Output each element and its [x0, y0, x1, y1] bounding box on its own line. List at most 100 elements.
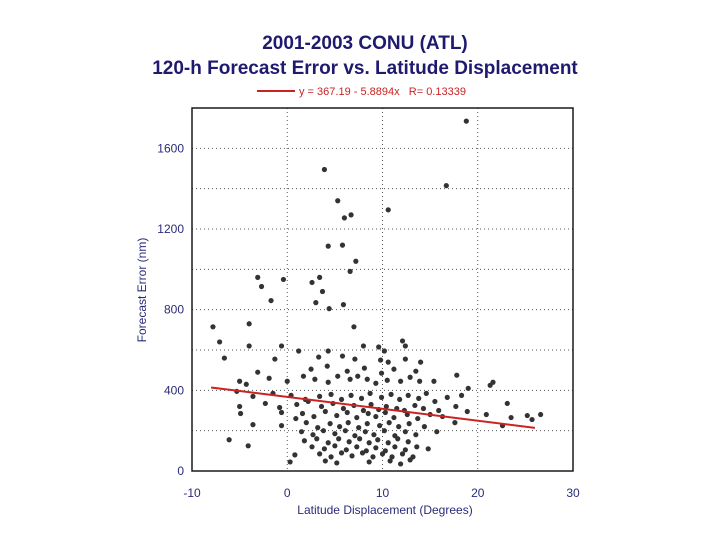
scatter-point — [373, 380, 379, 386]
scatter-point — [246, 343, 252, 349]
scatter-point — [379, 451, 386, 457]
scatter-point — [343, 447, 349, 453]
scatter-point — [338, 396, 345, 403]
scatter-point — [352, 433, 358, 439]
scatter-point — [226, 437, 232, 443]
legend: y = 367.19 - 5.8894x R= 0.13339 — [257, 86, 466, 98]
scatter-point — [237, 410, 244, 417]
scatter-point — [325, 379, 331, 385]
scatter-point — [361, 365, 368, 371]
scatter-point — [362, 429, 368, 435]
scatter-point — [396, 424, 402, 430]
scatter-point — [309, 279, 315, 286]
scatter-point — [324, 363, 330, 369]
scatter-point — [332, 443, 338, 449]
scatter-point — [364, 421, 370, 427]
scatter-point — [346, 439, 352, 445]
scatter-point — [299, 410, 306, 417]
scatter-point — [431, 378, 437, 384]
scatter-point — [432, 398, 438, 405]
scatter-point — [383, 403, 389, 410]
chart-subtitle: 120-h Forecast Error vs. Latitude Displa… — [152, 58, 578, 79]
scatter-point — [397, 461, 404, 467]
scatter-point — [443, 183, 449, 189]
scatter-point — [413, 368, 419, 374]
scatter-point — [384, 377, 390, 383]
y-tick-label: 0 — [177, 464, 184, 478]
scatter-point — [465, 385, 471, 391]
scatter-point — [399, 338, 406, 344]
scatter-point — [314, 436, 320, 442]
scatter-point — [367, 390, 373, 396]
scatter-point — [246, 321, 252, 327]
scatter-point — [413, 432, 419, 438]
scatter-point — [508, 414, 514, 421]
scatter-point — [370, 454, 376, 460]
scatter-point — [266, 375, 272, 381]
scatter-point — [415, 415, 421, 422]
scatter-point — [328, 454, 334, 460]
scatter-point — [312, 376, 318, 382]
scatter-point — [453, 403, 459, 410]
scatter-point — [237, 378, 243, 384]
scatter-point — [210, 324, 216, 330]
scatter-point — [322, 458, 328, 464]
scatter-point — [405, 439, 411, 445]
scatter-point — [325, 348, 331, 354]
scatter-point — [342, 428, 348, 434]
scatter-point — [365, 410, 371, 417]
scatter-point — [395, 436, 401, 442]
scatter-point — [353, 258, 359, 264]
scatter-point — [287, 459, 293, 465]
scatter-point — [334, 412, 340, 419]
scatter-point — [392, 444, 398, 450]
scatter-point — [348, 212, 354, 218]
scatter-point — [418, 359, 424, 365]
scatter-point — [319, 288, 326, 295]
scatter-point — [381, 348, 388, 354]
scatter-point — [404, 411, 410, 418]
scatter-point — [385, 359, 391, 365]
scatter-point — [386, 420, 392, 426]
scatter-point — [310, 432, 316, 438]
scatter-point — [373, 413, 379, 420]
y-tick-label: 1600 — [157, 141, 184, 155]
scatter-point — [423, 390, 429, 396]
scatter-point — [359, 450, 366, 456]
scatter-point — [326, 306, 332, 312]
scatter-point — [316, 354, 322, 360]
scatter-point — [351, 324, 357, 330]
scatter-point — [356, 425, 362, 431]
scatter-point — [357, 436, 363, 442]
scatter-point — [315, 425, 321, 431]
scatter-point — [322, 408, 328, 415]
scatter-point — [425, 446, 431, 452]
scatter-point — [402, 343, 408, 349]
scatter-point — [258, 283, 265, 290]
scatter-point — [405, 392, 411, 398]
scatter-point — [355, 373, 361, 379]
y-axis-label: Forecast Error (nm) — [135, 238, 149, 343]
scatter-point — [458, 392, 465, 398]
x-tick-label: 30 — [566, 486, 580, 500]
scatter-point — [377, 423, 383, 429]
scatter-point — [354, 414, 360, 421]
scatter-point — [311, 413, 317, 420]
scatter-point — [255, 274, 261, 280]
scatter-point — [397, 378, 404, 384]
scatter-point — [371, 432, 377, 438]
scatter-point — [339, 353, 346, 359]
scatter-point — [332, 431, 338, 437]
scatter-point — [402, 356, 408, 362]
scatter-point — [217, 339, 223, 345]
scatter-point — [352, 356, 358, 362]
scatter-point — [391, 366, 397, 372]
scatter-point — [300, 373, 307, 379]
scatter-point — [385, 207, 391, 213]
scatter-point — [504, 400, 510, 407]
scatter-point — [421, 424, 428, 430]
scatter-point — [349, 453, 355, 459]
scatter-point — [338, 450, 345, 456]
scatter-point — [444, 394, 450, 400]
x-tick-label: 0 — [284, 486, 291, 500]
